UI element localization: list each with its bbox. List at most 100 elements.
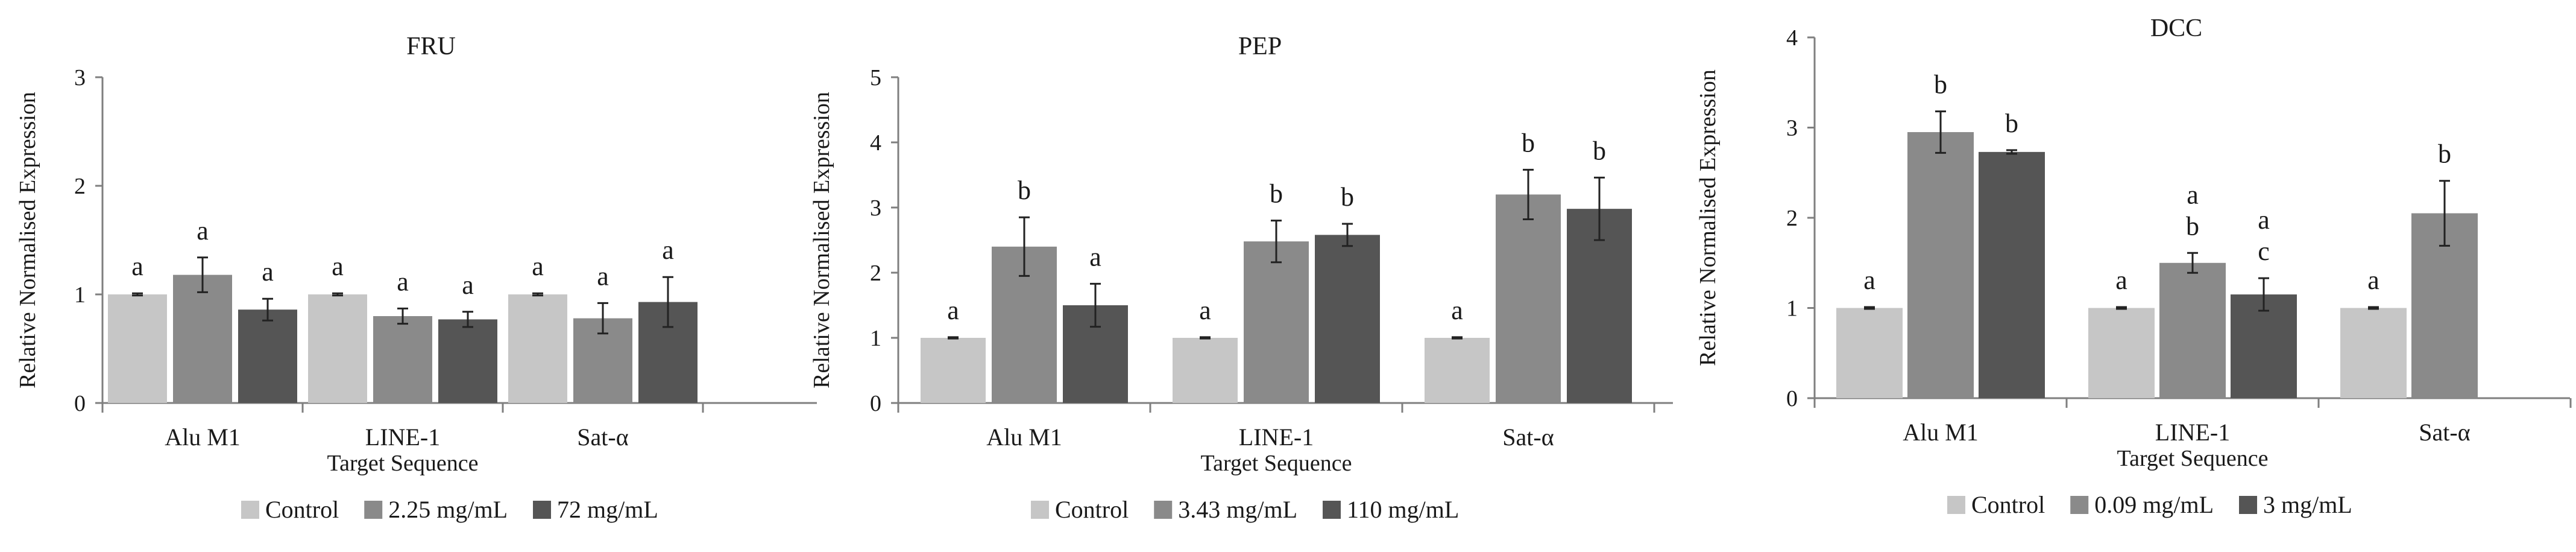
chart2-significance-label: a bbox=[947, 296, 959, 325]
chart1-y-tick-label: 1 bbox=[74, 282, 86, 308]
chart2-y-tick-label: 1 bbox=[870, 326, 881, 351]
chart1-legend-swatch bbox=[364, 501, 383, 519]
chart1-bar bbox=[108, 294, 167, 403]
chart2-significance-label: b bbox=[1270, 179, 1283, 209]
chart3-bar bbox=[2340, 308, 2407, 398]
chart3-x-axis-label: Target Sequence bbox=[2117, 446, 2269, 471]
chart3-legend-label: 3 mg/mL bbox=[2263, 491, 2352, 518]
chart1-y-axis-label: Relative Normalised Expression bbox=[15, 92, 40, 389]
chart2-bar bbox=[1567, 209, 1632, 403]
chart2-significance-label: b bbox=[1593, 136, 1606, 165]
chart2-title: PEP bbox=[1238, 33, 1282, 60]
chart3-significance-label: a bbox=[2187, 180, 2199, 209]
chart3-legend-swatch bbox=[2239, 496, 2258, 514]
chart1-category-label: LINE-1 bbox=[365, 424, 440, 451]
chart3-y-tick-label: 3 bbox=[1786, 116, 1798, 141]
chart3-significance-label: a bbox=[1863, 265, 1875, 295]
chart1-significance-label: a bbox=[662, 235, 674, 265]
chart1-legend-label: 2.25 mg/mL bbox=[388, 496, 508, 523]
chart3-category-label: Sat-α bbox=[2419, 419, 2470, 446]
chart1-bar bbox=[238, 309, 297, 403]
chart1-significance-label: a bbox=[532, 252, 544, 281]
chart2-category-label: LINE-1 bbox=[1239, 424, 1314, 451]
chart2-legend-label: Control bbox=[1055, 496, 1129, 523]
chart3-bar bbox=[1907, 132, 1974, 398]
chart3-y-tick-label: 0 bbox=[1786, 386, 1798, 411]
chart3-y-axis-label: Relative Normalised Expression bbox=[1695, 69, 1721, 366]
chart2-significance-label: b bbox=[1341, 182, 1354, 212]
chart1-category-label: Alu M1 bbox=[165, 424, 241, 451]
chart3-legend-label: 0.09 mg/mL bbox=[2094, 491, 2214, 518]
chart2-y-tick-label: 0 bbox=[870, 391, 881, 416]
chart2-y-tick-label: 2 bbox=[870, 261, 881, 286]
chart1-legend-swatch bbox=[241, 501, 259, 519]
chart2-x-axis-label: Target Sequence bbox=[1201, 451, 1352, 476]
chart2-bar bbox=[1244, 241, 1309, 403]
chart1-legend-label: Control bbox=[265, 496, 339, 523]
chart3-bar bbox=[2159, 262, 2226, 398]
chart2-bar bbox=[1173, 338, 1238, 403]
chart1-category-label: Sat-α bbox=[577, 424, 628, 451]
chart2-bar bbox=[1315, 235, 1380, 403]
chart1-significance-label: a bbox=[197, 216, 209, 246]
chart2-y-tick-label: 3 bbox=[870, 195, 881, 221]
chart1-bar bbox=[508, 294, 567, 403]
chart3-significance-label: a bbox=[2115, 265, 2127, 295]
chart2-bar bbox=[1425, 338, 1490, 403]
chart3-category-label: LINE-1 bbox=[2155, 419, 2230, 446]
chart1-significance-label: a bbox=[597, 261, 609, 291]
chart2-significance-label: a bbox=[1451, 296, 1463, 325]
chart3-bar bbox=[2231, 294, 2297, 398]
chart3-significance-label: b bbox=[2005, 109, 2018, 138]
chart3-y-tick-label: 1 bbox=[1786, 296, 1798, 322]
chart2-y-tick-label: 5 bbox=[870, 65, 881, 90]
chart3-significance-label: b bbox=[2186, 211, 2199, 241]
chart1-significance-label: a bbox=[131, 252, 143, 281]
chart1-y-tick-label: 3 bbox=[74, 65, 86, 90]
chart3-significance-label: a bbox=[2367, 265, 2379, 295]
chart1-title: FRU bbox=[406, 33, 456, 60]
chart3-bar bbox=[1836, 308, 1903, 398]
chart2-bar bbox=[921, 338, 986, 403]
chart2-category-label: Alu M1 bbox=[986, 424, 1062, 451]
chart1-bar bbox=[173, 274, 232, 403]
chart2-bar bbox=[1496, 194, 1561, 403]
chart3-legend-label: Control bbox=[1971, 491, 2045, 518]
chart1-y-tick-label: 2 bbox=[74, 174, 86, 199]
chart3-legend-swatch bbox=[1947, 496, 1965, 514]
chart3-significance-label: b bbox=[1934, 70, 1947, 100]
chart1-y-tick-label: 0 bbox=[74, 391, 86, 416]
chart3-bar bbox=[2088, 308, 2155, 398]
chart3-legend-swatch bbox=[2070, 496, 2089, 514]
chart3-significance-label: a bbox=[2258, 205, 2270, 235]
chart2-y-tick-label: 4 bbox=[870, 130, 881, 156]
chart1-legend-swatch bbox=[533, 501, 552, 519]
chart3-significance-label: b bbox=[2438, 139, 2451, 169]
chart3-bar bbox=[1979, 151, 2045, 399]
chart1-x-axis-label: Target Sequence bbox=[327, 451, 479, 476]
chart2-legend-label: 3.43 mg/mL bbox=[1178, 496, 1297, 523]
chart2-legend-swatch bbox=[1323, 501, 1341, 519]
chart2-significance-label: a bbox=[1089, 242, 1101, 271]
chart3-title: DCC bbox=[2150, 14, 2202, 42]
chart2-legend-swatch bbox=[1154, 501, 1173, 519]
chart2-significance-label: b bbox=[1018, 176, 1031, 205]
chart3-y-tick-label: 2 bbox=[1786, 206, 1798, 231]
chart1-bar bbox=[438, 319, 497, 403]
chart3-category-label: Alu M1 bbox=[1903, 419, 1979, 446]
chart1-significance-label: a bbox=[262, 257, 274, 287]
chart1-bar bbox=[308, 294, 367, 403]
chart1-legend-label: 72 mg/mL bbox=[557, 496, 658, 523]
chart2-significance-label: b bbox=[1522, 128, 1535, 157]
chart2-category-label: Sat-α bbox=[1502, 424, 1554, 451]
chart2-legend-label: 110 mg/mL bbox=[1347, 496, 1459, 523]
chart1-significance-label: a bbox=[332, 252, 344, 281]
chart2-y-axis-label: Relative Normalised Expression bbox=[809, 92, 834, 389]
chart2-legend-swatch bbox=[1031, 501, 1049, 519]
chart2-significance-label: a bbox=[1199, 296, 1211, 325]
chart3-y-tick-label: 4 bbox=[1786, 25, 1798, 51]
chart1-significance-label: a bbox=[397, 267, 409, 296]
chart1-bar bbox=[373, 316, 432, 403]
